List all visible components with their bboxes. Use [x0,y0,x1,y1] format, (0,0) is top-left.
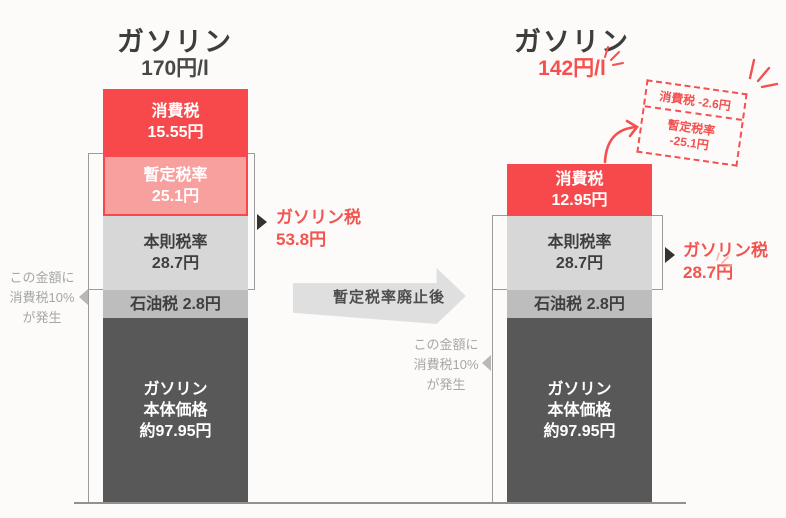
right-segment-petroleum-tax: 石油税 2.8円 [507,290,652,318]
segment-value: 15.55円 [147,124,204,141]
left-segment-base-price: ガソリン 本体価格 約97.95円 [103,318,248,503]
left-segment-consumption-tax: 消費税 15.55円 [103,89,248,155]
segment-label: 消費税 [151,103,200,120]
sparkle-icon [748,58,779,89]
callout-value: 53.8円 [276,230,327,249]
right-consumption-tax-note: この金額に 消費税10% が発生 [404,335,488,395]
left-tax-base-bracket-line [88,290,89,502]
note-line: 消費税10% [413,357,479,372]
right-segment-base-tax: 本則税率 28.7円 [507,216,652,290]
segment-label: 本則税率 [547,234,612,251]
segment-value: 約97.95円 [139,423,212,440]
sparkle-icon [604,46,624,66]
note-line: が発生 [426,377,466,392]
transition-arrow-label: 暫定税率廃止後 [333,288,446,306]
right-bar-title: ガソリン [514,27,630,57]
left-bar-price: 170円/l [141,57,209,80]
segment-value: 28.7円 [151,255,200,272]
segment-label: 本体価格 [143,402,208,419]
left-segment-provisional-tax: 暫定税率 25.1円 [103,155,248,216]
curved-arrow-icon [603,119,639,164]
segment-value: 約97.95円 [543,423,616,440]
segment-value: 25.1円 [151,187,200,205]
left-segment-petroleum-tax: 石油税 2.8円 [103,290,248,318]
segment-label: 本則税率 [143,234,208,251]
right-gasoline-tax-callout: ガソリン税 28.7円 [683,240,768,284]
removed-taxes-box: 消費税 -2.6円 暫定税率 -25.1円 [636,79,748,167]
segment-value: 12.95円 [551,192,608,209]
baseline [74,502,686,504]
note-line: この金額に [413,337,479,352]
callout-label: ガソリン税 [683,241,768,260]
note-pointer-icon [482,355,491,371]
left-gasoline-tax-callout: ガソリン税 53.8円 [276,207,361,251]
note-line: この金額に [9,270,75,285]
right-tax-base-bracket-line [492,290,493,502]
segment-label: ガソリン [143,381,208,398]
note-line: 消費税10% [9,290,75,305]
right-segment-consumption-tax: 消費税 12.95円 [507,164,652,216]
left-segment-base-tax: 本則税率 28.7円 [103,216,248,290]
callout-triangle-icon [257,214,267,230]
right-bar-price: 142円/l [538,57,606,80]
segment-value: 28.7円 [555,255,604,272]
segment-label: 消費税 [555,171,604,188]
right-segment-base-price: ガソリン 本体価格 約97.95円 [507,318,652,503]
callout-triangle-icon [665,247,675,263]
segment-label: 石油税 2.8円 [534,295,625,313]
mini-sparkle-icon [716,252,732,268]
callout-value: 28.7円 [683,263,734,282]
left-consumption-tax-note: この金額に 消費税10% が発生 [0,268,84,328]
segment-label: 本体価格 [547,402,612,419]
note-pointer-icon [79,289,88,305]
segment-label: 石油税 2.8円 [130,295,221,313]
segment-label: ガソリン [547,381,612,398]
transition-arrow: 暫定税率廃止後 [293,268,466,324]
callout-label: ガソリン税 [276,208,361,227]
segment-label: 暫定税率 [143,166,208,184]
left-bar-title: ガソリン [117,27,233,57]
note-line: が発生 [22,310,62,325]
